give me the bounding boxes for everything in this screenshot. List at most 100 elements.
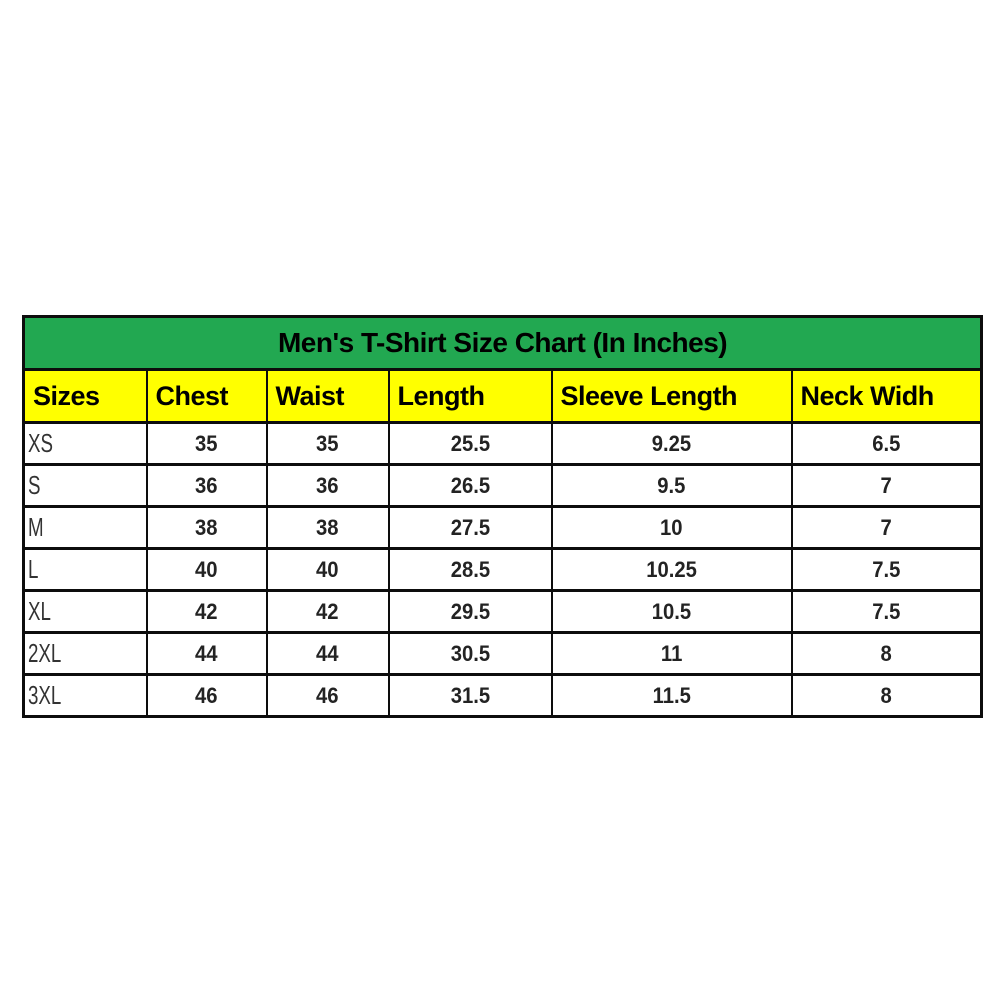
table-row: 2XL 44 44 30.5 11 8 <box>22 631 983 676</box>
cell-value: 9.25 <box>651 430 692 456</box>
value-cell: 11.5 <box>550 673 793 718</box>
value-cell: 40 <box>145 547 268 592</box>
value-cell: 30.5 <box>387 631 553 676</box>
cell-value: 46 <box>195 682 218 708</box>
value-cell: 7.5 <box>790 589 983 634</box>
size-label-cell: S <box>22 463 148 508</box>
column-header: Chest <box>145 368 268 424</box>
value-cell: 26.5 <box>387 463 553 508</box>
cell-value: 10 <box>660 514 683 540</box>
size-label: M <box>28 512 44 542</box>
cell-value: 7 <box>880 472 892 498</box>
cell-value: 11.5 <box>652 682 691 708</box>
column-header: Sizes <box>22 368 148 424</box>
value-cell: 44 <box>145 631 268 676</box>
value-cell: 25.5 <box>387 421 553 466</box>
cell-value: 35 <box>195 430 218 456</box>
value-cell: 35 <box>265 421 390 466</box>
value-cell: 44 <box>265 631 390 676</box>
value-cell: 36 <box>145 463 268 508</box>
value-cell: 9.5 <box>550 463 793 508</box>
value-cell: 6.5 <box>790 421 983 466</box>
column-header: Length <box>387 368 553 424</box>
value-cell: 28.5 <box>387 547 553 592</box>
cell-value: 46 <box>316 682 339 708</box>
cell-value: 38 <box>195 514 218 540</box>
value-cell: 7 <box>790 463 983 508</box>
size-label: L <box>28 554 39 584</box>
size-label: S <box>28 470 41 500</box>
value-cell: 9.25 <box>550 421 793 466</box>
value-cell: 11 <box>550 631 793 676</box>
size-label: 3XL <box>28 680 62 710</box>
size-label-cell: 2XL <box>22 631 148 676</box>
cell-value: 27.5 <box>450 514 490 540</box>
value-cell: 8 <box>790 673 983 718</box>
size-label: 2XL <box>28 638 62 668</box>
cell-value: 29.5 <box>450 598 490 624</box>
cell-value: 42 <box>195 598 218 624</box>
header-row: Sizes Chest Waist Length Sleeve Length Neck W… <box>22 368 983 424</box>
table-row: XS 35 35 25.5 9.25 6.5 <box>22 421 983 466</box>
cell-value: 25.5 <box>450 430 490 456</box>
cell-value: 44 <box>316 640 339 666</box>
table-row: S 36 36 26.5 9.5 7 <box>22 463 983 508</box>
column-header: Waist <box>265 368 390 424</box>
table-row: M 38 38 27.5 10 7 <box>22 505 983 550</box>
value-cell: 27.5 <box>387 505 553 550</box>
value-cell: 10.25 <box>550 547 793 592</box>
table-body: XS 35 35 25.5 9.25 6.5 S 36 36 26.5 9.5 7 M 38 38 27.5 1… <box>22 421 983 718</box>
cell-value: 8 <box>880 682 892 708</box>
column-header: Sleeve Length <box>550 368 793 424</box>
cell-value: 9.5 <box>657 472 686 498</box>
cell-value: 31.5 <box>450 682 490 708</box>
cell-value: 28.5 <box>450 556 490 582</box>
value-cell: 8 <box>790 631 983 676</box>
value-cell: 40 <box>265 547 390 592</box>
cell-value: 10.5 <box>651 598 692 624</box>
cell-value: 44 <box>195 640 218 666</box>
size-label-cell: XL <box>22 589 148 634</box>
cell-value: 10.25 <box>646 556 697 582</box>
cell-value: 30.5 <box>450 640 490 666</box>
value-cell: 36 <box>265 463 390 508</box>
value-cell: 7.5 <box>790 547 983 592</box>
table-row: L 40 40 28.5 10.25 7.5 <box>22 547 983 592</box>
cell-value: 36 <box>316 472 339 498</box>
size-label: XS <box>28 428 53 458</box>
cell-value: 40 <box>195 556 218 582</box>
value-cell: 42 <box>145 589 268 634</box>
cell-value: 6.5 <box>872 430 901 456</box>
size-label-cell: M <box>22 505 148 550</box>
cell-value: 11 <box>660 640 683 666</box>
size-chart-table: Men's T-Shirt Size Chart (In Inches) Siz… <box>22 315 984 718</box>
size-label: XL <box>28 596 51 626</box>
cell-value: 40 <box>316 556 339 582</box>
table-title: Men's T-Shirt Size Chart (In Inches) <box>22 315 983 371</box>
size-label-cell: XS <box>22 421 148 466</box>
cell-value: 36 <box>195 472 218 498</box>
value-cell: 31.5 <box>387 673 553 718</box>
value-cell: 38 <box>145 505 268 550</box>
cell-value: 7.5 <box>872 556 901 582</box>
title-row: Men's T-Shirt Size Chart (In Inches) <box>22 315 983 371</box>
cell-value: 35 <box>316 430 339 456</box>
value-cell: 42 <box>265 589 390 634</box>
cell-value: 8 <box>880 640 892 666</box>
cell-value: 7 <box>880 514 892 540</box>
value-cell: 46 <box>145 673 268 718</box>
table-row: XL 42 42 29.5 10.5 7.5 <box>22 589 983 634</box>
value-cell: 38 <box>265 505 390 550</box>
cell-value: 42 <box>316 598 339 624</box>
value-cell: 10.5 <box>550 589 793 634</box>
value-cell: 35 <box>145 421 268 466</box>
cell-value: 38 <box>316 514 339 540</box>
size-label-cell: 3XL <box>22 673 148 718</box>
value-cell: 46 <box>265 673 390 718</box>
column-header: Neck Widh <box>790 368 983 424</box>
cell-value: 7.5 <box>872 598 901 624</box>
table-row: 3XL 46 46 31.5 11.5 8 <box>22 673 983 718</box>
value-cell: 10 <box>550 505 793 550</box>
value-cell: 7 <box>790 505 983 550</box>
